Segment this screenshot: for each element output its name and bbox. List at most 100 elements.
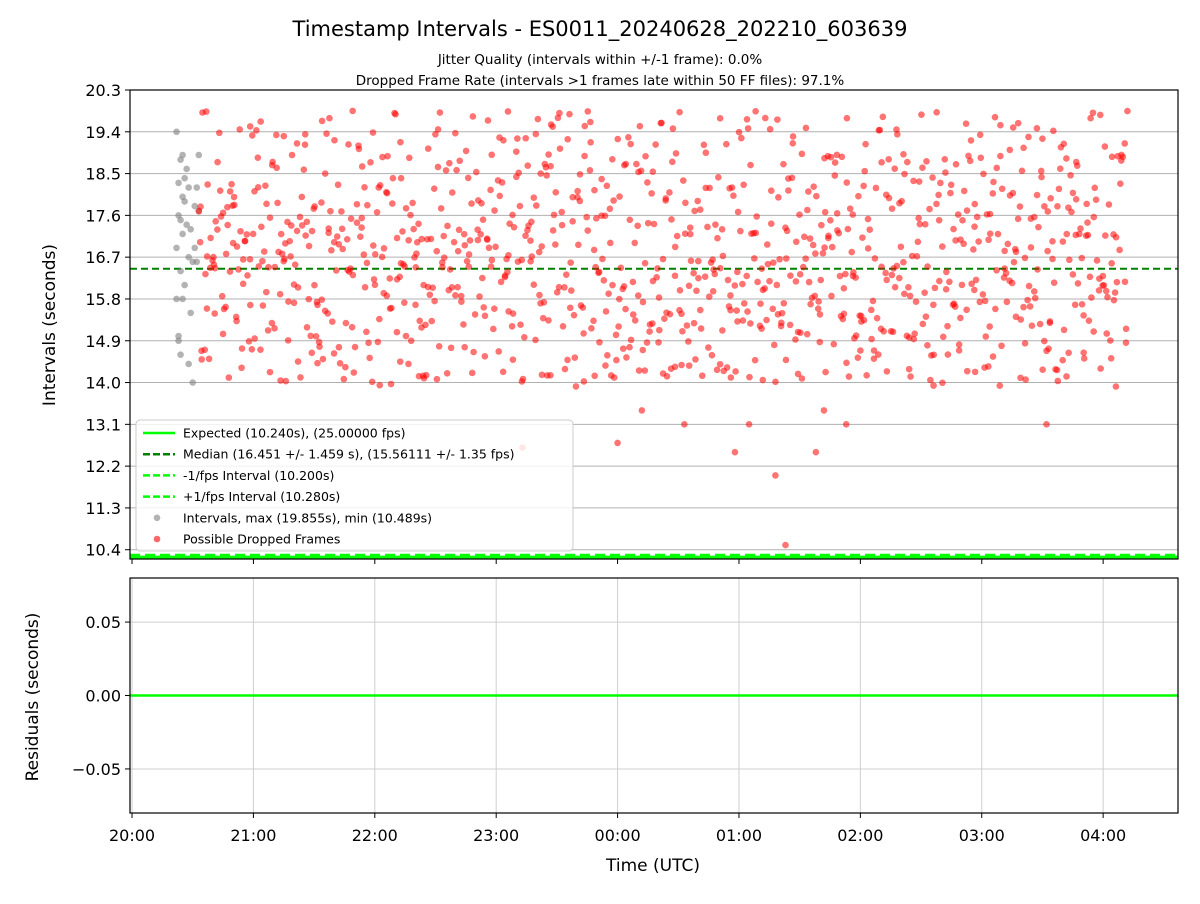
- dropped-frame-point: [690, 269, 697, 277]
- dropped-frame-point: [786, 321, 794, 329]
- dropped-frame-point: [444, 222, 451, 230]
- dropped-frame-point: [567, 287, 575, 294]
- dropped-frame-point: [758, 265, 766, 272]
- interval-point: [181, 281, 188, 289]
- interval-point: [187, 226, 194, 233]
- dropped-frame-point: [334, 181, 342, 189]
- dropped-frame-point: [737, 227, 744, 235]
- dropped-frame-point: [539, 314, 547, 322]
- dropped-frame-point: [488, 256, 496, 264]
- dropped-frame-point: [610, 374, 618, 381]
- dropped-frame-point: [705, 293, 713, 300]
- x-tick-label: 23:00: [473, 826, 519, 845]
- dropped-frame-point: [570, 311, 578, 319]
- dropped-frame-point: [840, 285, 848, 292]
- dropped-frame-point: [519, 375, 527, 383]
- dropped-frame-point: [477, 230, 484, 238]
- dropped-frame-point: [248, 345, 256, 353]
- dropped-frame-point: [604, 352, 611, 359]
- dropped-frame-point: [428, 317, 436, 325]
- dropped-frame-point: [476, 293, 483, 300]
- dropped-frame-point: [891, 283, 899, 291]
- dropped-frame-point: [861, 167, 868, 175]
- dropped-frame-point: [1089, 109, 1097, 117]
- dropped-frame-point: [910, 177, 917, 185]
- dropped-frame-point: [641, 367, 649, 374]
- dropped-frame-point: [915, 214, 922, 222]
- dropped-frame-point: [581, 122, 589, 130]
- top-y-tick-label: 14.0: [85, 374, 121, 393]
- dropped-frame-point: [958, 281, 966, 289]
- dropped-frame-point: [316, 343, 323, 350]
- dropped-frame-point: [257, 118, 264, 125]
- dropped-frame-point: [440, 254, 448, 261]
- dropped-frame-point: [558, 208, 566, 216]
- dropped-frame-point: [1077, 225, 1084, 232]
- dropped-frame-point: [833, 210, 841, 217]
- dropped-frame-point: [567, 259, 574, 266]
- dropped-frame-point: [857, 347, 864, 354]
- dropped-frame-point: [405, 360, 412, 368]
- dropped-frame-point: [483, 236, 491, 243]
- dropped-frame-point: [965, 152, 972, 160]
- dropped-frame-point: [930, 382, 937, 389]
- dropped-frame-point: [281, 255, 288, 263]
- dropped-frame-point: [927, 376, 934, 384]
- dropped-frame-point: [907, 373, 914, 380]
- dropped-frame-point: [389, 174, 397, 182]
- dropped-frame-point: [633, 160, 640, 168]
- dropped-frame-point: [733, 307, 741, 314]
- dropped-frame-point: [802, 255, 809, 262]
- dropped-frame-point: [985, 363, 992, 370]
- dropped-frame-point: [522, 232, 529, 240]
- dropped-frame-point: [345, 141, 352, 148]
- interval-point: [195, 151, 203, 159]
- dropped-frame-point: [860, 316, 868, 324]
- dropped-frame-point: [518, 256, 526, 264]
- dropped-frame-point: [655, 294, 663, 301]
- dropped-frame-point: [549, 123, 556, 130]
- interval-point: [175, 332, 182, 340]
- dropped-frame-point: [666, 310, 674, 318]
- dropped-frame-point: [676, 287, 684, 294]
- dropped-frame-point: [839, 315, 847, 323]
- dropped-frame-point: [1053, 366, 1061, 374]
- dropped-frame-point: [668, 216, 675, 223]
- dropped-frame-point: [540, 299, 548, 306]
- dropped-frame-point: [763, 316, 770, 324]
- dropped-frame-point: [901, 170, 908, 178]
- dropped-frame-point: [532, 130, 540, 138]
- dropped-frame-point: [692, 356, 699, 363]
- dropped-frame-point: [1084, 231, 1092, 239]
- dropped-frame-point: [527, 237, 534, 244]
- dropped-frame-point: [305, 295, 313, 303]
- dropped-frame-point: [831, 159, 839, 166]
- dropped-frame-point: [600, 277, 608, 284]
- dropped-frame-point: [407, 337, 415, 345]
- dropped-frame-point: [644, 179, 651, 186]
- dropped-frame-point: [751, 356, 759, 364]
- dropped-frame-point: [555, 283, 563, 291]
- dropped-frame-point: [269, 158, 276, 166]
- dropped-frame-point: [386, 275, 394, 282]
- dropped-frame-point: [454, 283, 461, 291]
- dropped-frame-point: [469, 113, 477, 120]
- dropped-frame-point: [288, 151, 296, 159]
- dropped-frame-point: [409, 199, 416, 207]
- dropped-frame-point: [603, 182, 611, 190]
- legend-label: +1/fps Interval (10.280s): [183, 489, 340, 504]
- dropped-frame-point: [922, 313, 930, 320]
- dropped-frame-point: [963, 367, 971, 375]
- dropped-frame-point: [602, 308, 610, 315]
- dropped-frame-point: [799, 263, 807, 271]
- dropped-frame-point: [468, 369, 476, 377]
- dropped-frame-point: [767, 220, 775, 228]
- dropped-frame-point: [265, 263, 272, 271]
- dropped-frame-point: [298, 193, 306, 201]
- dropped-frame-point: [900, 150, 907, 158]
- dropped-frame-point: [378, 253, 386, 261]
- dropped-frame-point: [388, 304, 395, 312]
- dropped-frame-point: [740, 300, 748, 307]
- dropped-frame-point: [264, 327, 272, 334]
- dropped-frame-point: [673, 232, 681, 240]
